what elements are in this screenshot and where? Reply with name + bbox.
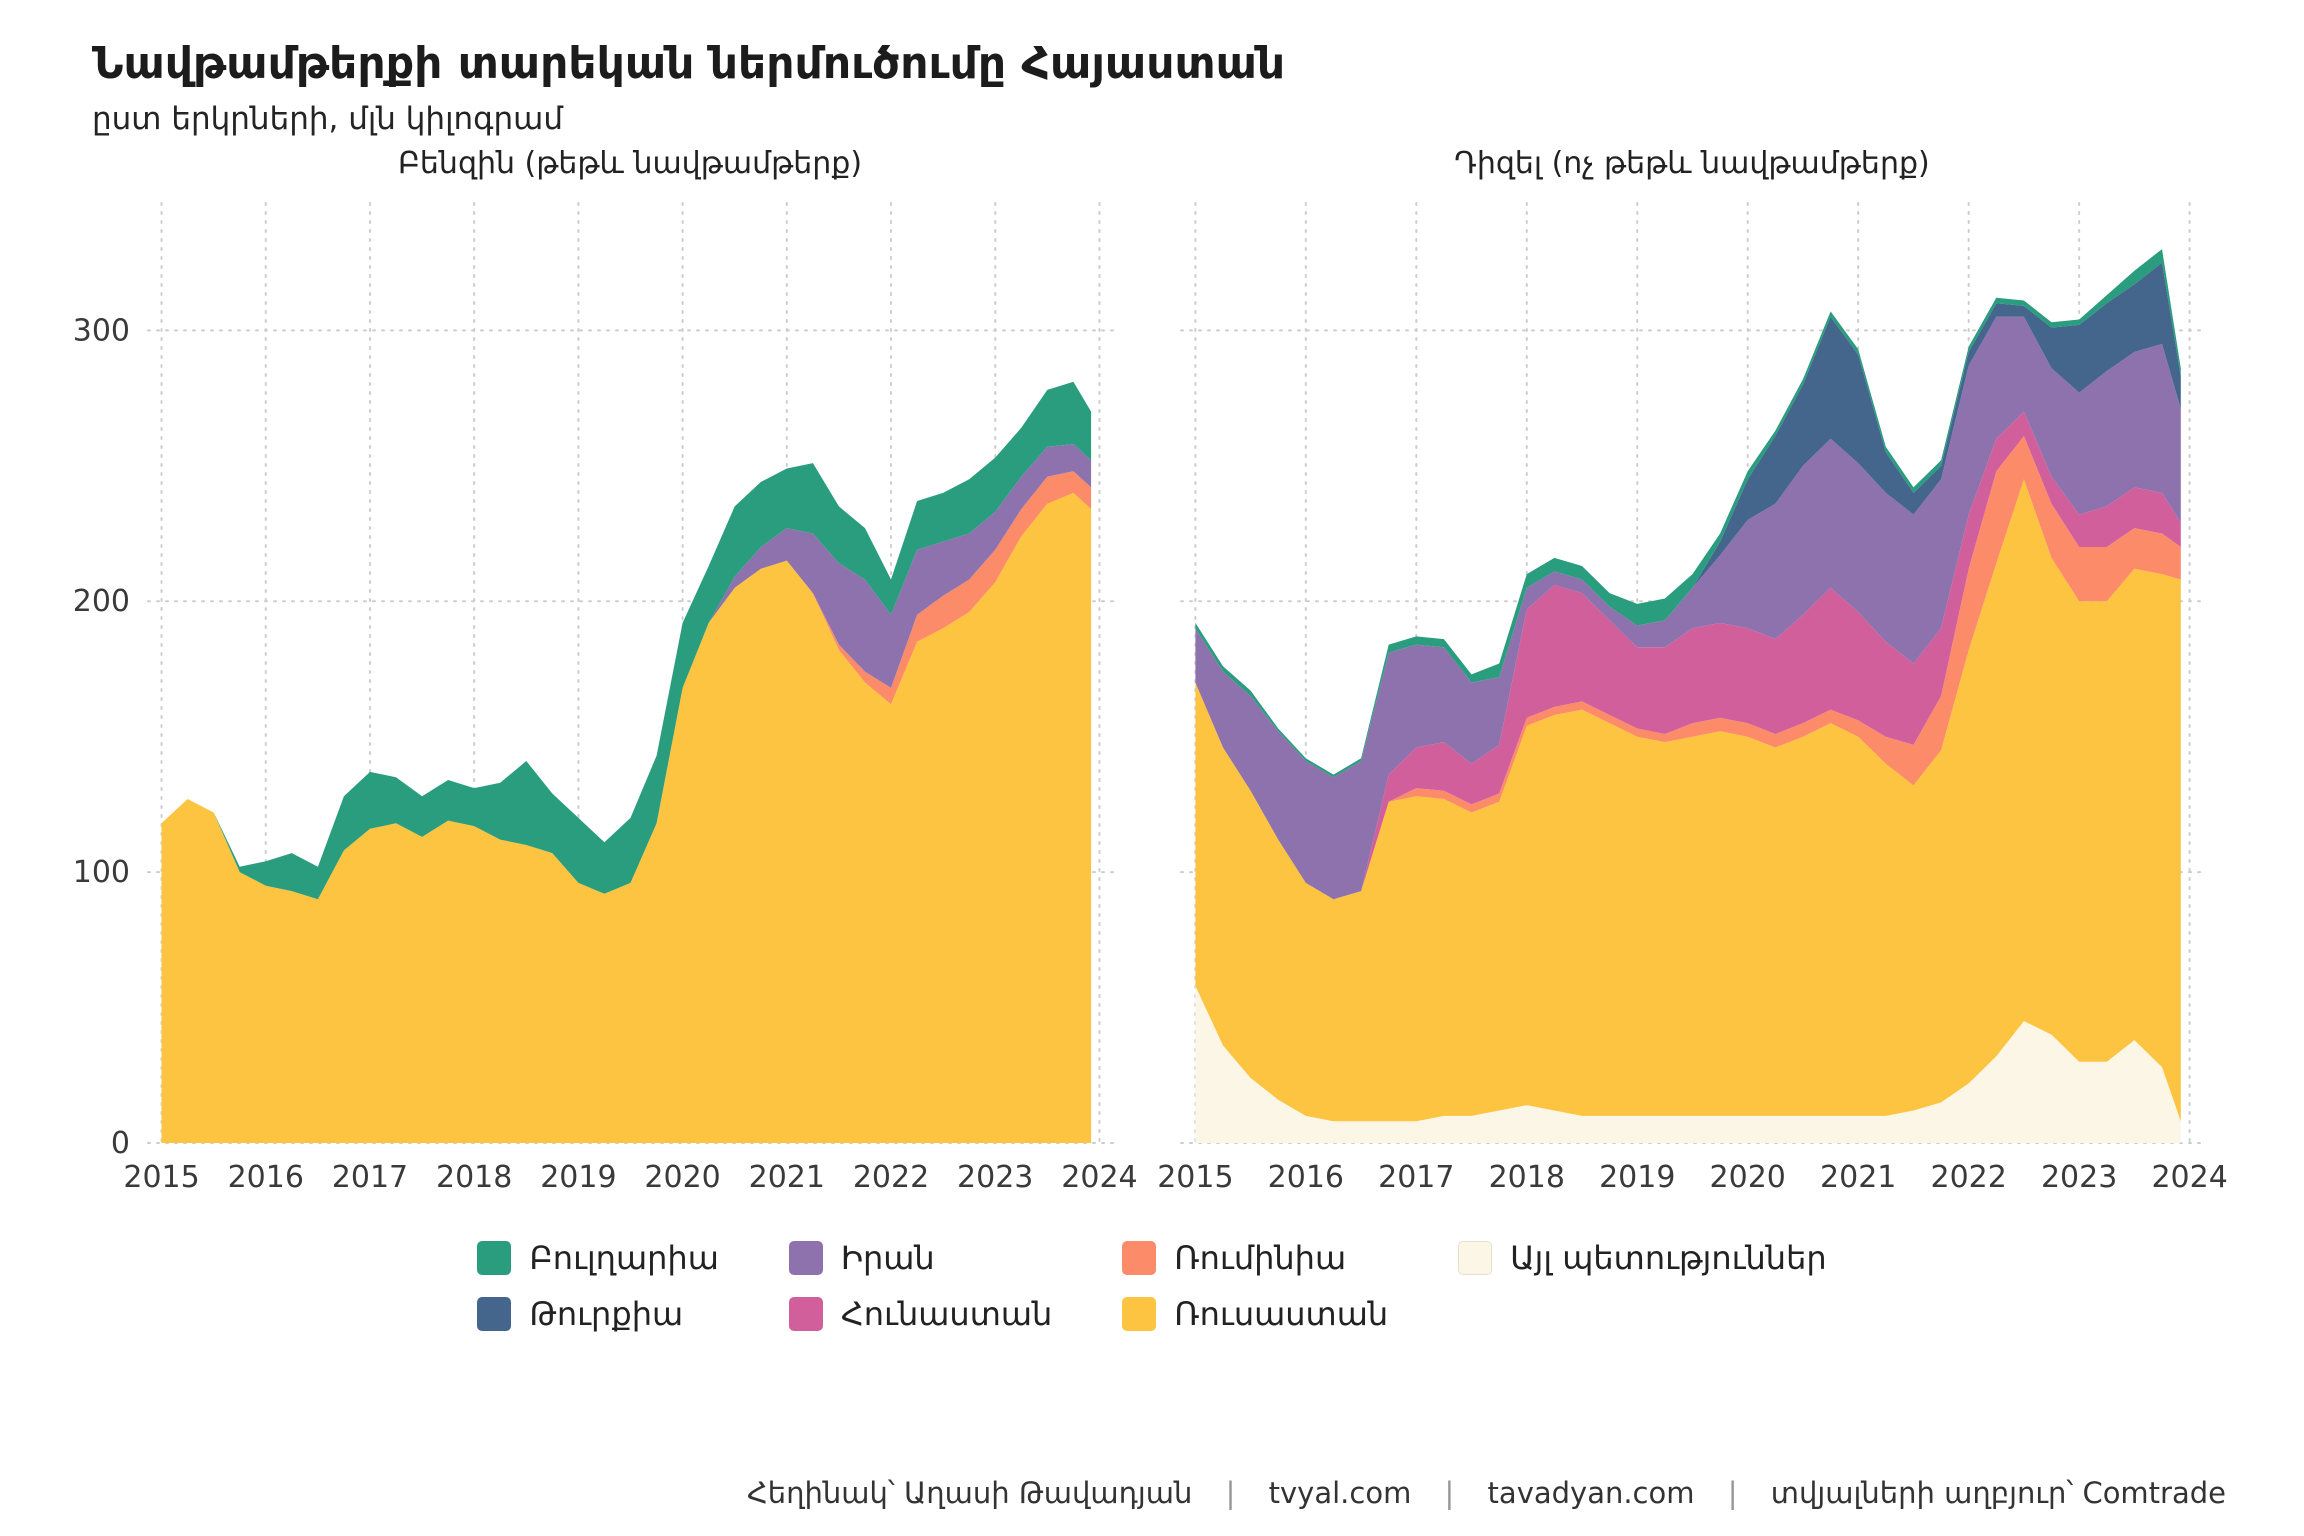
legend-swatch-other [1458, 1240, 1493, 1275]
x-tick-label: 2023 [2041, 1160, 2117, 1195]
legend-item-turkey: Թուրքիա [477, 1295, 719, 1333]
legend-swatch-greece [788, 1296, 823, 1331]
x-tick-label: 2020 [1710, 1160, 1786, 1195]
x-tick-label: 2021 [749, 1160, 825, 1195]
legend-swatch-romania [1122, 1240, 1157, 1275]
y-tick-label: 300 [73, 313, 130, 348]
x-tick-label: 2018 [436, 1160, 512, 1195]
legend-item-iran: Իրան [788, 1238, 1052, 1277]
legend-label-iran: Իրան [840, 1238, 935, 1277]
diesel-panel-title: Դիզել (ոչ թեթև նավթամթերք) [1454, 146, 1930, 181]
legend-swatch-iran [788, 1240, 823, 1275]
y-tick-label: 0 [111, 1126, 130, 1161]
y-tick-label: 100 [73, 855, 130, 890]
legend-swatch-russia [1122, 1296, 1157, 1331]
legend-item-other: Այլ պետություններ [1458, 1238, 1827, 1277]
legend-swatch-turkey [477, 1296, 512, 1331]
x-tick-label: 2019 [540, 1160, 616, 1195]
footer-credits: Հեղինակ՝ Աղասի Թավադյան | tvyal.com | ta… [70, 1476, 2234, 1510]
legend-label-turkey: Թուրքիա [529, 1294, 684, 1333]
x-tick-label: 2022 [1931, 1160, 2007, 1195]
footer-separator: | [1727, 1476, 1738, 1510]
page-title: Նավթամթերքի տարեկան ներմուծումը Հայաստան [92, 38, 1286, 89]
x-tick-label: 2016 [1268, 1160, 1344, 1195]
x-tick-label: 2016 [228, 1160, 304, 1195]
x-tick-label: 2019 [1599, 1160, 1675, 1195]
x-tick-label: 2022 [853, 1160, 929, 1195]
area-russia [1195, 479, 2181, 1122]
x-tick-label: 2017 [332, 1160, 408, 1195]
x-tick-label: 2017 [1378, 1160, 1454, 1195]
y-tick-label: 200 [73, 584, 130, 619]
legend-label-bulgaria: Բուլղարիա [529, 1238, 719, 1277]
x-tick-label: 2023 [957, 1160, 1033, 1195]
legend-label-other: Այլ պետություններ [1510, 1238, 1827, 1277]
footer-author: Հեղինակ՝ Աղասի Թավադյան [747, 1476, 1193, 1510]
x-tick-label: 2024 [2151, 1160, 2227, 1195]
panel-gasoline: Բենզին (թեթև նավթամթերք) 2015 2016 2017 201… [70, 143, 1138, 1213]
x-tick-label: 2015 [1157, 1160, 1233, 1195]
legend-item-romania: Ռումինիա [1122, 1239, 1388, 1277]
area-iran [1195, 316, 2181, 899]
footer-separator: | [1444, 1476, 1455, 1510]
footer-separator: | [1225, 1476, 1236, 1510]
diesel-stacked-area-chart: Դիզել (ոչ թեթև նավթամթերք) 2015 2016 2017 2… [1157, 146, 2228, 1195]
gasoline-panel-title: Բենզին (թեթև նավթամթերք) [398, 146, 862, 181]
legend-label-greece: Հունաստան [840, 1294, 1053, 1333]
gasoline-stacked-area-chart: Բենզին (թեթև նավթամթերք) 2015 2016 2017 201… [73, 146, 1138, 1195]
legend-item-russia: Ռուսաստան [1122, 1295, 1388, 1333]
legend-item-bulgaria: Բուլղարիա [477, 1239, 719, 1277]
panels: Բենզին (թեթև նավթամթերք) 2015 2016 2017 201… [70, 143, 2234, 1213]
page-subtitle: ըստ երկրների, մլն կիլոգրամ [92, 100, 564, 137]
legend-swatch-bulgaria [477, 1240, 512, 1275]
x-tick-label: 2021 [1820, 1160, 1896, 1195]
legend-label-romania: Ռումինիա [1174, 1238, 1347, 1277]
area-bulgaria [1195, 248, 2181, 778]
legend-item-greece: Հունաստան [788, 1294, 1053, 1333]
panel-diesel: Դիզել (ոչ թեթև նավթամթերք) 2015 2016 2017 2… [1157, 143, 2228, 1213]
footer-source: տվյալների աղբյուր՝ Comtrade [1770, 1476, 2226, 1510]
header: Նավթամթերքի տարեկան ներմուծումը Հայաստան… [92, 38, 2234, 137]
footer-link-tvyal: tvyal.com [1268, 1476, 1412, 1510]
x-tick-label: 2024 [1061, 1160, 1137, 1195]
footer-link-tavadyan: tavadyan.com [1487, 1476, 1695, 1510]
legend-label-russia: Ռուսաստան [1174, 1294, 1389, 1333]
x-tick-label: 2015 [123, 1160, 199, 1195]
area-greece [1195, 411, 2181, 899]
area-russia [161, 492, 1092, 1143]
legend: Բուլղարիա Իրան Ռումինիա Այլ պետություննե… [70, 1239, 2234, 1333]
x-tick-label: 2020 [644, 1160, 720, 1195]
x-tick-label: 2018 [1489, 1160, 1565, 1195]
area-other [1195, 985, 2181, 1143]
